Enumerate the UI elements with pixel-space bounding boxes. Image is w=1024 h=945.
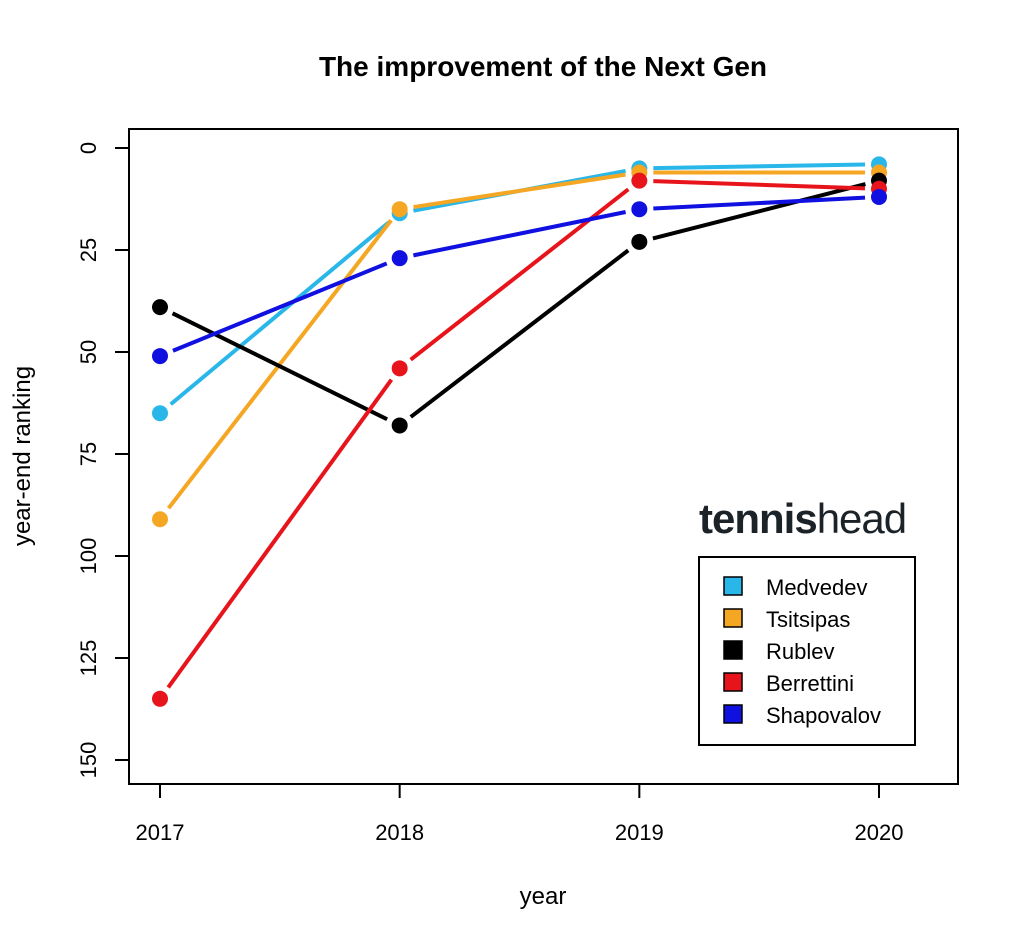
x-axis-label: year	[520, 883, 567, 910]
y-axis-label: year-end ranking	[9, 366, 36, 546]
brand-logo: tennishead	[699, 495, 907, 542]
series-segment-shapovalov	[653, 195, 866, 211]
legend-label-rublev: Rublev	[766, 639, 834, 664]
series-tsitsipas	[152, 164, 887, 528]
x-tick-label: 2017	[136, 820, 185, 845]
x-axis-ticks: 2017 2018 2019 2020	[136, 784, 904, 845]
data-point-shapovalov	[871, 188, 887, 205]
data-point-medvedev	[152, 405, 168, 422]
legend-items: Medvedev Tsitsipas Rublev Berrettini Shapova…	[723, 575, 881, 728]
data-point-rublev	[631, 233, 648, 250]
legend-swatch-rublev	[723, 640, 743, 660]
x-tick-label: 2018	[375, 820, 424, 845]
series-segment-rublev	[171, 311, 388, 422]
data-point-berrettini	[631, 172, 648, 189]
series-segment-rublev	[409, 248, 630, 419]
series-segment-tsitsipas	[413, 172, 626, 210]
series-layer	[152, 156, 887, 707]
series-segment-medvedev	[169, 220, 391, 406]
series-shapovalov	[152, 188, 887, 365]
series-segment-berrettini	[166, 378, 394, 689]
data-point-shapovalov	[631, 201, 648, 218]
y-tick-label: 150	[76, 742, 101, 779]
x-tick-label: 2019	[615, 820, 664, 845]
legend-label-shapovalov: Shapovalov	[766, 703, 881, 728]
legend-swatch-medvedev	[723, 576, 743, 596]
data-point-shapovalov	[152, 348, 168, 365]
data-point-tsitsipas	[152, 511, 168, 528]
y-tick-label: 50	[76, 340, 101, 364]
data-point-rublev	[391, 417, 408, 434]
series-segment-shapovalov	[412, 210, 627, 258]
legend-swatch-shapovalov	[723, 704, 743, 724]
legend: Medvedev Tsitsipas Rublev Berrettini Shapova…	[698, 556, 916, 746]
series-segment-rublev	[652, 182, 866, 241]
series-segment-shapovalov	[172, 261, 388, 353]
series-medvedev	[152, 156, 887, 422]
y-tick-label: 75	[76, 442, 101, 466]
series-segment-berrettini	[653, 179, 866, 191]
legend-label-medvedev: Medvedev	[766, 575, 868, 600]
legend-label-tsitsipas: Tsitsipas	[766, 607, 850, 632]
legend-label-berrettini: Berrettini	[766, 671, 854, 696]
data-point-berrettini	[391, 360, 408, 377]
y-tick-label: 25	[76, 238, 101, 262]
data-point-shapovalov	[391, 250, 408, 267]
data-point-rublev	[152, 299, 168, 316]
y-tick-label: 125	[76, 640, 101, 677]
data-point-tsitsipas	[391, 201, 408, 218]
series-segment-medvedev	[653, 162, 866, 171]
y-tick-label: 100	[76, 538, 101, 575]
data-point-berrettini	[152, 690, 168, 707]
brand-logo-light: head	[817, 495, 906, 542]
brand-logo-bold: tennis	[699, 495, 817, 542]
svg-text:tennishead: tennishead	[699, 495, 906, 542]
y-axis-ticks: 0 25 50 75 100 125 150	[76, 142, 129, 778]
legend-swatch-berrettini	[723, 672, 743, 692]
x-tick-label: 2020	[855, 820, 904, 845]
chart-title: The improvement of the Next Gen	[319, 51, 767, 82]
series-rublev	[152, 172, 887, 434]
y-tick-label: 0	[76, 142, 101, 154]
legend-swatch-tsitsipas	[723, 608, 743, 628]
